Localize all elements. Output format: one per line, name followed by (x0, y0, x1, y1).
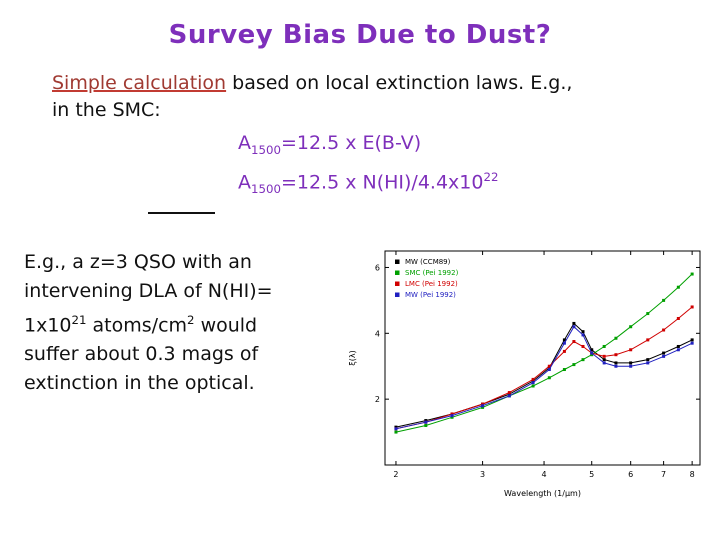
equation-2: A1500=12.5 x N(HI)/4.4x1022 (238, 169, 499, 196)
body-superscript-21: 21 (71, 313, 87, 327)
svg-text:3: 3 (480, 470, 485, 479)
svg-text:ξ(λ): ξ(λ) (348, 350, 357, 365)
intro-highlight: Simple calculation (52, 72, 227, 94)
equation-2-superscript: 22 (483, 169, 499, 184)
svg-text:Wavelength (1/μm): Wavelength (1/μm) (504, 489, 581, 498)
equations-block: A1500=12.5 x E(B-V) A1500=12.5 x N(HI)/4… (238, 130, 498, 203)
extinction-plot: 2 3 4 5 6 7 8 2 4 6 MW (CCM89) SMC (Pei 1992) LMC (P… (348, 250, 701, 498)
svg-text:MW (CCM89): MW (CCM89) (405, 258, 451, 266)
svg-text:5: 5 (589, 470, 594, 479)
svg-text:6: 6 (628, 470, 633, 479)
intro-line2: in the SMC: (52, 99, 161, 121)
extinction-curve-chart: 2 3 4 5 6 7 8 2 4 6 MW (CCM89) SMC (Pei 1992) LMC (P… (345, 243, 712, 501)
intro-paragraph: Simple calculation based on local extinc… (52, 70, 572, 124)
slide-title: Survey Bias Due to Dust? (168, 20, 552, 50)
intro-rest: based on local extinction laws. E.g., (226, 72, 573, 94)
svg-text:2: 2 (393, 470, 398, 479)
svg-text:6: 6 (375, 263, 380, 272)
svg-text:SMC (Pei 1992): SMC (Pei 1992) (405, 269, 459, 277)
pointer-line (148, 212, 215, 214)
svg-text:LMC (Pei 1992): LMC (Pei 1992) (405, 280, 458, 288)
svg-text:8: 8 (690, 470, 695, 479)
svg-text:4: 4 (541, 470, 546, 479)
svg-text:7: 7 (661, 470, 666, 479)
body-superscript-2: 2 (187, 313, 195, 327)
equation-2-subscript: 1500 (251, 181, 281, 196)
svg-text:4: 4 (375, 329, 380, 338)
svg-text:MW (Pei 1992): MW (Pei 1992) (405, 291, 456, 299)
svg-text:2: 2 (375, 395, 380, 404)
body-paragraph: E.g., a z=3 QSO with an intervening DLA … (24, 251, 273, 395)
equation-1-subscript: 1500 (251, 142, 281, 157)
equation-1: A1500=12.5 x E(B-V) (238, 132, 422, 157)
